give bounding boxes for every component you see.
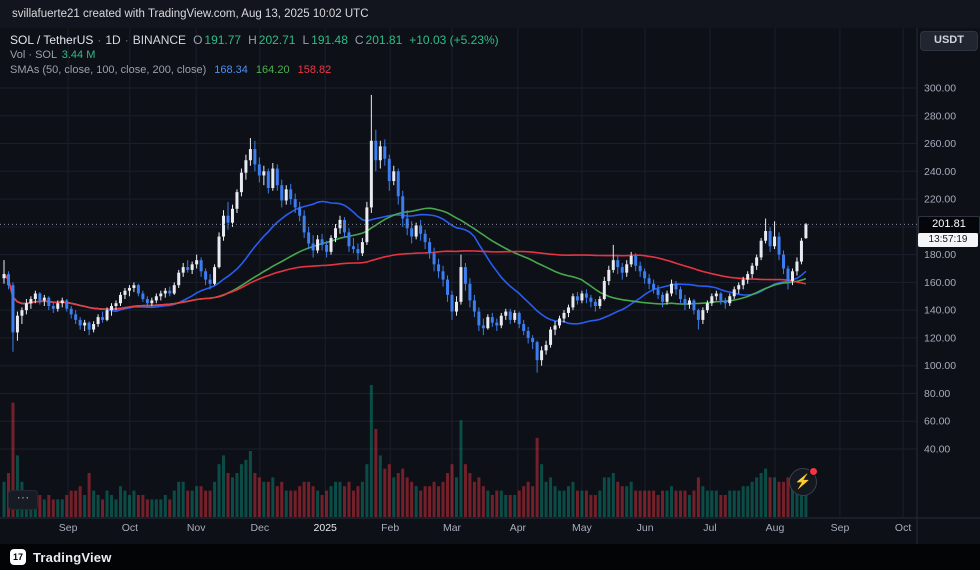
open-value: 191.77 [204, 33, 242, 47]
symbol-name[interactable]: SOL / TetherUS [10, 33, 94, 47]
svg-text:Aug: Aug [766, 522, 785, 534]
more-options-button[interactable]: ⋯ [8, 490, 38, 510]
close-label: C [354, 33, 364, 47]
svg-text:Nov: Nov [187, 522, 206, 534]
candles-layer [2, 94, 808, 373]
change-value: +10.03 (+5.23%) [409, 33, 499, 47]
chart-area[interactable]: 300.00280.00260.00240.00220.00200.00180.… [0, 28, 980, 544]
time-axis[interactable]: Sep Oct Nov Dec 2025 Feb Mar Apr May Jun Jul Aug Sep… [59, 522, 912, 534]
svg-text:120.00: 120.00 [924, 332, 956, 344]
svg-text:Jun: Jun [637, 522, 654, 534]
interval-label[interactable]: 1D [105, 33, 121, 47]
legend: SOL / TetherUS · 1D · BINANCE O 191.77 H 202.71 L… [10, 33, 499, 78]
svg-text:80.00: 80.00 [924, 388, 950, 400]
svg-text:60.00: 60.00 [924, 416, 950, 428]
sma50-value: 168.34 [214, 64, 248, 76]
tradingview-logo-icon[interactable]: 17 [10, 549, 26, 565]
low-value: 191.48 [311, 33, 348, 47]
quick-trade-button[interactable]: ⚡ [789, 467, 818, 496]
svg-text:Feb: Feb [381, 522, 399, 534]
volume-label: Vol · SOL [10, 49, 57, 61]
sma-lines-layer [3, 200, 807, 325]
symbol-legend-row[interactable]: SOL / TetherUS · 1D · BINANCE O 191.77 H 202.71 L… [10, 33, 499, 47]
footer-bar: 17 TradingView [0, 544, 980, 570]
exchange-label[interactable]: BINANCE [132, 33, 187, 47]
sma-legend-row[interactable]: SMAs (50, close, 100, close, 200, close)… [10, 63, 499, 77]
svg-text:Dec: Dec [250, 522, 269, 534]
svg-text:May: May [572, 522, 593, 534]
svg-text:180.00: 180.00 [924, 249, 956, 261]
svg-text:260.00: 260.00 [924, 138, 956, 150]
volume-legend-row[interactable]: Vol · SOL 3.44 M [10, 48, 499, 62]
chart-canvas[interactable]: 300.00280.00260.00240.00220.00200.00180.… [0, 28, 980, 544]
attribution-text: svillafuerte21 created with TradingView.… [12, 8, 369, 20]
svg-text:Oct: Oct [122, 522, 138, 534]
close-value: 201.81 [365, 33, 403, 47]
volume-value: 3.44 M [61, 49, 96, 61]
currency-toggle-button[interactable]: USDT [920, 31, 978, 51]
sma-label: SMAs (50, close, 100, close, 200, close) [10, 64, 207, 76]
svg-text:Mar: Mar [443, 522, 462, 534]
high-value: 202.71 [258, 33, 296, 47]
attribution-bar: svillafuerte21 created with TradingView.… [0, 0, 980, 28]
svg-text:Sep: Sep [59, 522, 78, 534]
svg-text:Sep: Sep [831, 522, 850, 534]
lightning-icon: ⚡ [794, 473, 812, 489]
svg-text:220.00: 220.00 [924, 194, 956, 206]
price-axis[interactable]: 300.00280.00260.00240.00220.00200.00180.… [924, 83, 956, 456]
separator-dot: · [97, 33, 102, 47]
tradingview-wordmark[interactable]: TradingView [33, 549, 112, 565]
svg-text:280.00: 280.00 [924, 110, 956, 122]
low-label: L [302, 33, 310, 47]
svg-text:140.00: 140.00 [924, 305, 956, 317]
svg-text:Jul: Jul [703, 522, 716, 534]
svg-text:Oct: Oct [895, 522, 911, 534]
last-price-label: 201.81 [918, 216, 980, 234]
sma100-value: 164.20 [255, 64, 290, 76]
grid-layer [0, 28, 917, 518]
separator-dot: · [124, 33, 129, 47]
svg-text:40.00: 40.00 [924, 444, 950, 456]
bar-countdown-label: 13:57:19 [918, 233, 978, 247]
volume-layer [2, 385, 808, 517]
svg-text:300.00: 300.00 [924, 83, 956, 95]
svg-text:2025: 2025 [314, 522, 338, 534]
open-label: O [193, 33, 203, 47]
notification-dot [809, 467, 818, 476]
svg-text:100.00: 100.00 [924, 360, 956, 372]
svg-text:240.00: 240.00 [924, 166, 956, 178]
svg-text:160.00: 160.00 [924, 277, 956, 289]
high-label: H [248, 33, 257, 47]
sma200-value: 158.82 [297, 64, 332, 76]
svg-text:Apr: Apr [510, 522, 527, 534]
